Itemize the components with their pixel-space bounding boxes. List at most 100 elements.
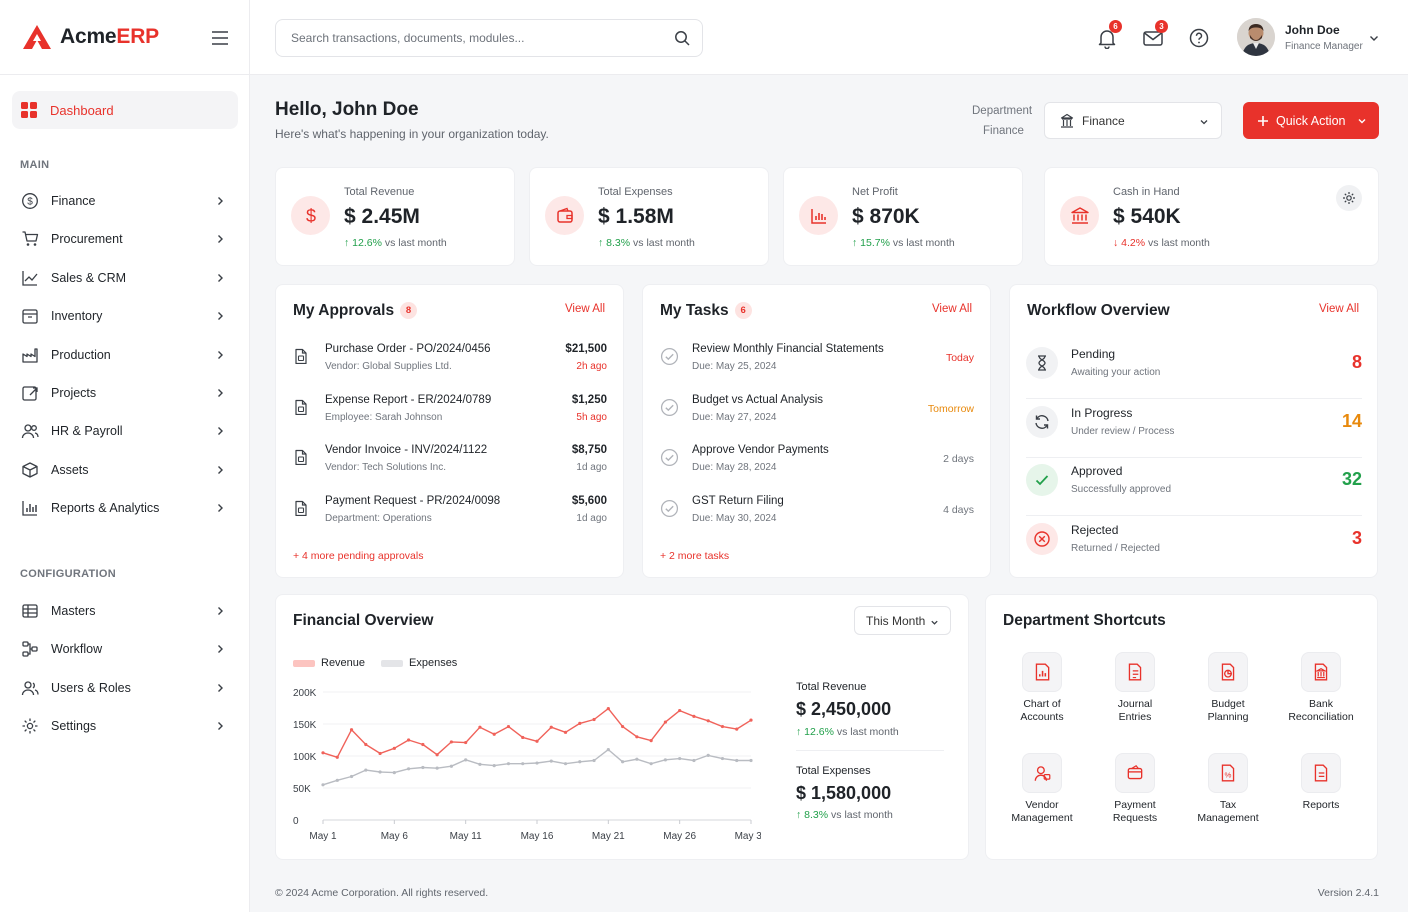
data-point-revenue[interactable] [349,728,354,732]
data-point-expenses[interactable] [321,783,325,787]
data-point-expenses[interactable] [635,757,639,761]
data-point-expenses[interactable] [692,758,696,763]
shortcut-payment-requests[interactable]: Payment Requests [1095,753,1175,825]
period-select[interactable]: This Month [854,606,951,635]
data-point-expenses[interactable] [606,748,610,752]
search-input[interactable] [291,31,671,45]
data-point-revenue[interactable] [549,725,553,729]
shortcut-reports[interactable]: Reports [1281,753,1361,812]
data-point-expenses[interactable] [578,760,582,764]
data-point-expenses[interactable] [349,774,354,779]
data-point-expenses[interactable] [735,758,739,763]
gear-icon[interactable] [1336,185,1362,211]
data-point-expenses[interactable] [535,761,539,765]
sidebar-item-users-roles[interactable]: Users & Roles [12,670,238,706]
data-point-revenue[interactable] [535,739,539,743]
data-point-expenses[interactable] [592,758,596,763]
sidebar-item-finance[interactable]: $ Finance [12,183,238,219]
department-select[interactable]: Finance [1044,102,1222,139]
data-point-expenses[interactable] [335,778,339,782]
data-point-revenue[interactable] [692,714,696,718]
legend-expenses[interactable]: Expenses [381,657,457,669]
workflow-item-pending[interactable]: Pending Awaiting your action 8 [1026,341,1362,399]
data-point-revenue[interactable] [735,727,739,731]
data-point-expenses[interactable] [407,767,411,771]
data-point-expenses[interactable] [563,762,568,766]
sidebar-item-inventory[interactable]: Inventory [12,298,238,334]
tasks-view-all-link[interactable]: View All [931,303,972,315]
menu-toggle-icon[interactable] [210,28,230,48]
kpi-card-net-profit[interactable]: Net Profit $ 870K ↑ 15.7% vs last month [783,167,1023,266]
data-point-revenue[interactable] [663,720,667,724]
data-point-revenue[interactable] [521,735,525,740]
sidebar-item-projects[interactable]: Projects [12,375,238,411]
data-point-revenue[interactable] [749,718,753,722]
kpi-card-total-expenses[interactable]: Total Expenses $ 1.58M ↑ 8.3% vs last mo… [529,167,769,266]
data-point-revenue[interactable] [720,724,725,729]
data-point-revenue[interactable] [578,721,582,725]
data-point-expenses[interactable] [549,759,553,763]
data-point-expenses[interactable] [449,764,453,768]
shortcut-budget-planning[interactable]: Budget Planning [1188,652,1268,724]
data-point-revenue[interactable] [464,740,468,745]
data-point-expenses[interactable] [720,756,725,761]
task-checkbox[interactable] [660,398,679,417]
data-point-expenses[interactable] [421,765,425,770]
mail-icon[interactable] [1142,27,1164,49]
task-item[interactable]: Review Monthly Financial Statements Due: … [660,343,974,391]
avatar[interactable] [1237,18,1275,56]
data-point-revenue[interactable] [563,730,568,734]
data-point-revenue[interactable] [449,740,453,744]
data-point-revenue[interactable] [478,725,482,729]
task-checkbox[interactable] [660,347,679,366]
workflow-item-approved[interactable]: Approved Successfully approved 32 [1026,458,1362,516]
data-point-expenses[interactable] [749,758,753,763]
shortcut-chart-of-accounts[interactable]: Chart of Accounts [1002,652,1082,724]
data-point-revenue[interactable] [378,751,382,756]
chevron-down-icon[interactable] [1368,32,1380,44]
data-point-expenses[interactable] [706,753,710,757]
shortcut-journal-entries[interactable]: Journal Entries [1095,652,1175,724]
data-point-expenses[interactable] [621,760,625,764]
sidebar-item-dashboard[interactable]: Dashboard [12,91,238,129]
data-point-revenue[interactable] [492,732,496,736]
approval-item[interactable]: Purchase Order - PO/2024/0456 Vendor: Glo… [293,343,607,391]
task-item[interactable]: Approve Vendor Payments Due: May 28, 2024… [660,444,974,492]
data-point-revenue[interactable] [506,724,511,729]
workflow-item-rejected[interactable]: Rejected Returned / Rejected 3 [1026,517,1362,575]
task-checkbox[interactable] [660,448,679,467]
data-point-revenue[interactable] [649,739,653,743]
quick-action-button[interactable]: Quick Action [1243,102,1379,139]
kpi-card-cash-in-hand[interactable]: Cash in Hand $ 540K ↓ 4.2% vs last month [1044,167,1379,266]
shortcut-vendor-management[interactable]: Vendor Management [1002,753,1082,825]
logo[interactable]: AcmeERP [0,0,249,75]
sidebar-item-reports-analytics[interactable]: Reports & Analytics [12,490,238,526]
data-point-expenses[interactable] [478,762,482,766]
data-point-expenses[interactable] [678,756,682,761]
workflow-view-all-link[interactable]: View All [1318,303,1359,315]
search-box[interactable] [275,19,703,57]
sidebar-item-sales-crm[interactable]: Sales & CRM [12,260,238,296]
data-point-revenue[interactable] [592,717,596,722]
data-point-expenses[interactable] [364,768,368,772]
data-point-expenses[interactable] [649,762,653,766]
data-point-revenue[interactable] [435,753,439,757]
help-icon[interactable] [1188,27,1210,49]
data-point-expenses[interactable] [492,764,496,768]
data-point-revenue[interactable] [706,719,710,723]
approvals-view-all-link[interactable]: View All [564,303,605,315]
approval-item[interactable]: Vendor Invoice - INV/2024/1122 Vendor: Te… [293,444,607,492]
sidebar-item-hr-payroll[interactable]: HR & Payroll [12,413,238,449]
sidebar-item-production[interactable]: Production [12,337,238,373]
data-point-expenses[interactable] [506,762,511,766]
kpi-card-total-revenue[interactable]: $ Total Revenue $ 2.45M ↑ 12.6% vs last … [275,167,515,266]
task-checkbox[interactable] [660,499,679,518]
data-point-revenue[interactable] [421,742,425,747]
bell-icon[interactable] [1096,27,1118,49]
sidebar-item-masters[interactable]: Masters [12,593,238,629]
more-approvals-link[interactable]: + 4 more pending approvals [293,550,424,562]
search-icon[interactable] [674,30,690,46]
legend-revenue[interactable]: Revenue [293,657,365,669]
data-point-revenue[interactable] [621,724,625,729]
data-point-expenses[interactable] [521,762,525,766]
